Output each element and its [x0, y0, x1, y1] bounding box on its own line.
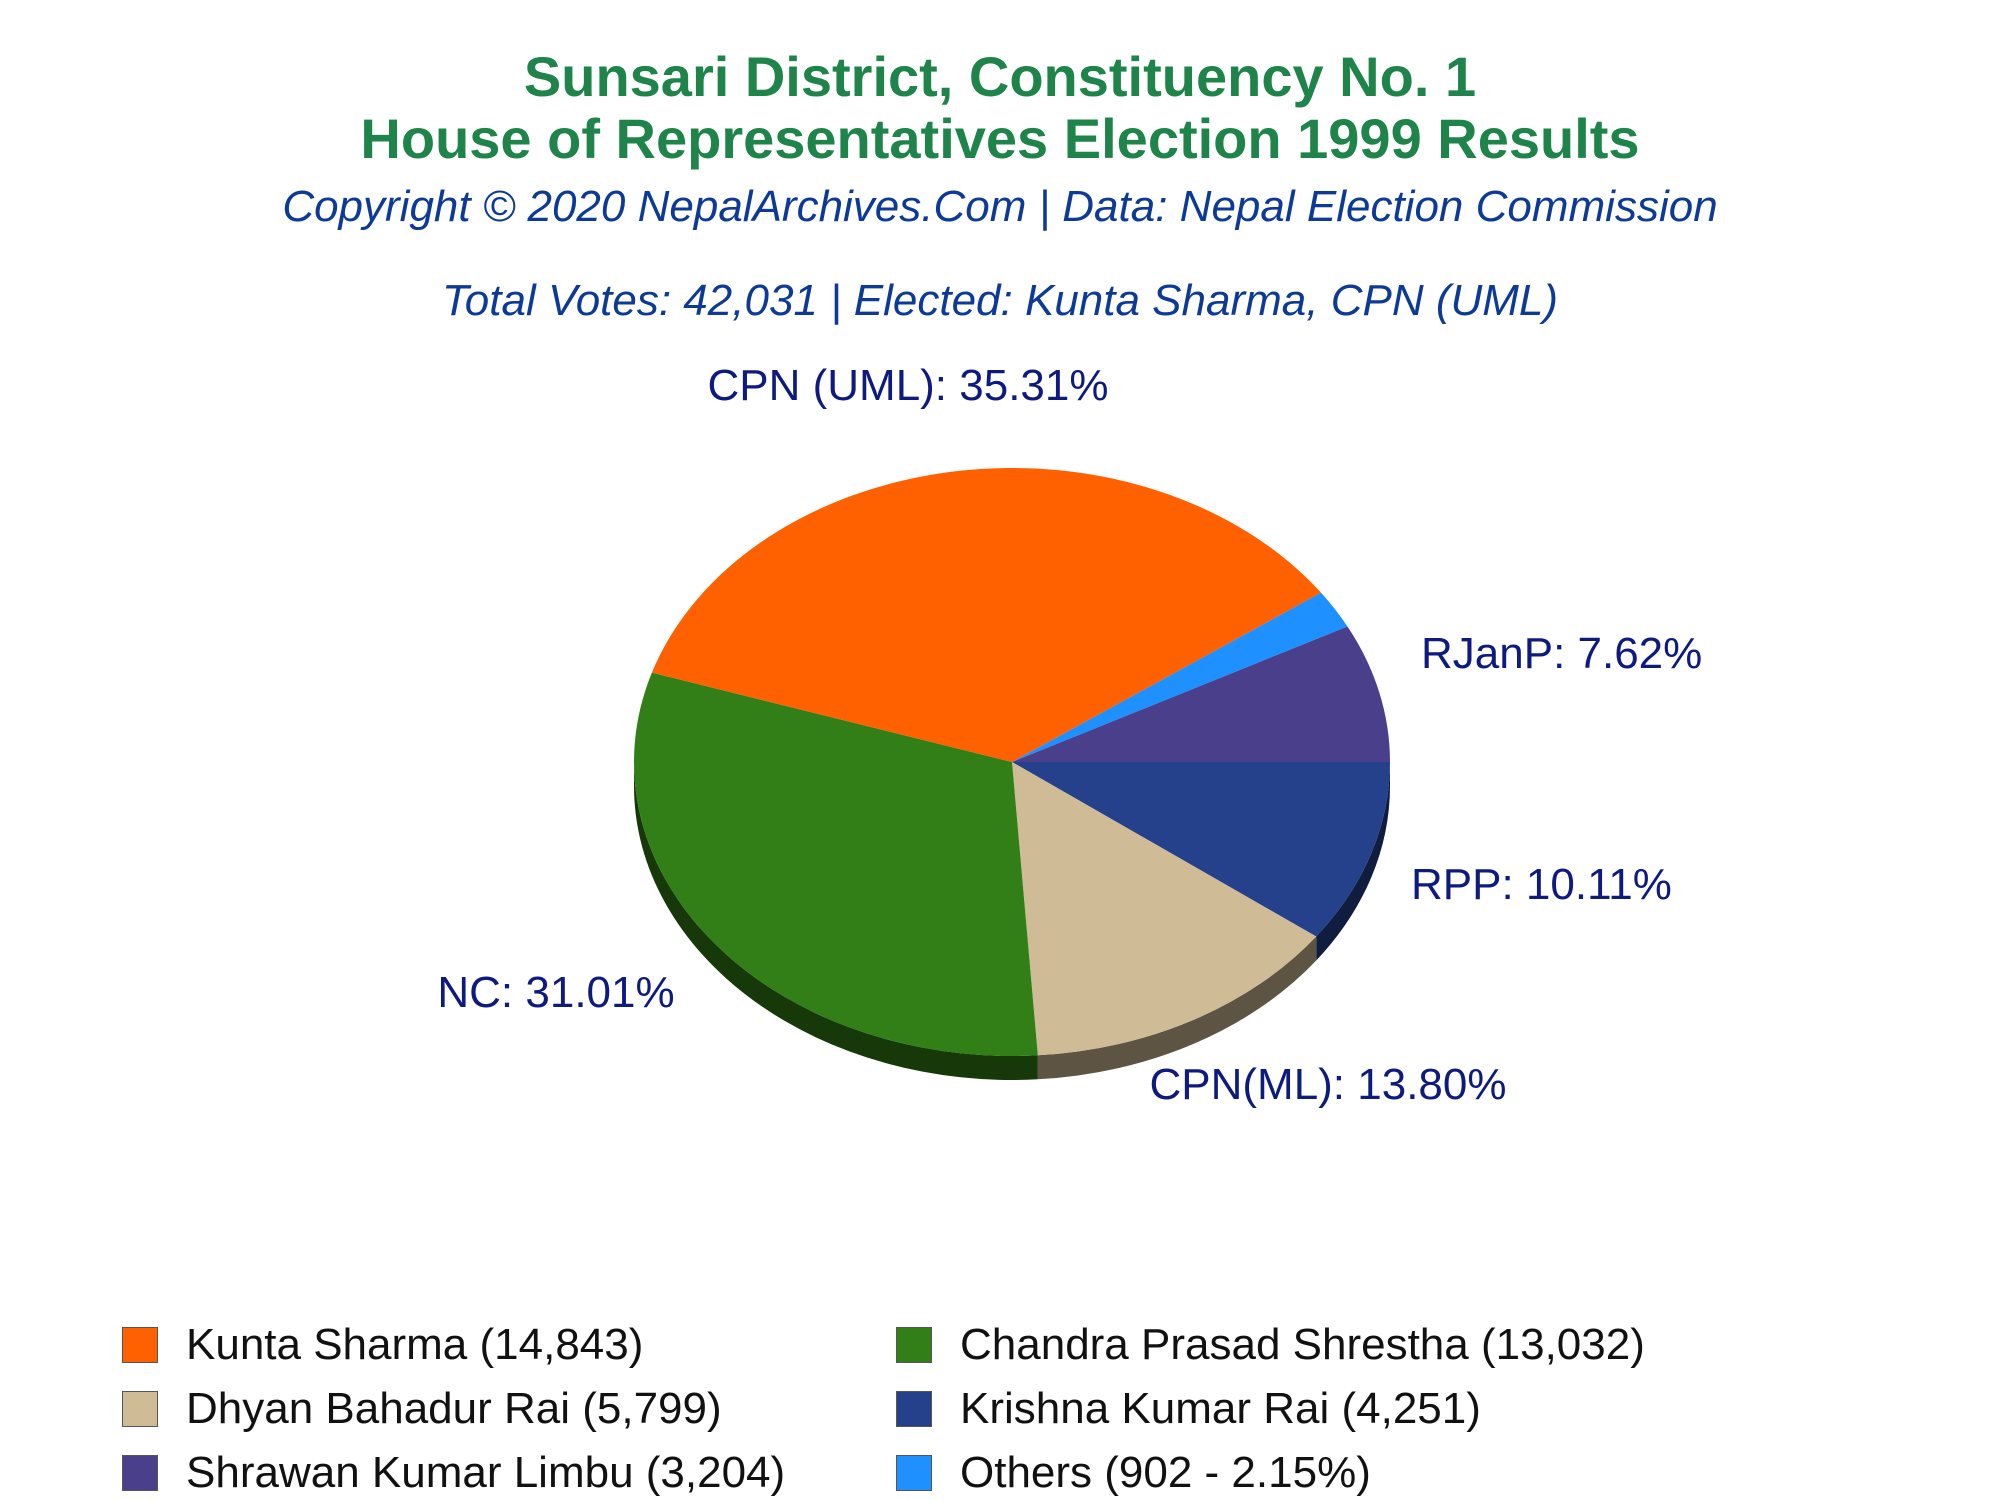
- legend-label: Dhyan Bahadur Rai (5,799): [186, 1384, 722, 1433]
- legend-swatch: [896, 1327, 932, 1363]
- legend-item: Dhyan Bahadur Rai (5,799): [122, 1384, 722, 1434]
- legend-item: Kunta Sharma (14,843): [122, 1320, 643, 1370]
- pie-slice-nc: [634, 672, 1038, 1056]
- legend-swatch: [896, 1455, 932, 1491]
- legend-label: Others (902 - 2.15%): [960, 1448, 1371, 1497]
- chart-title-line1: Sunsari District, Constituency No. 1: [523, 45, 1477, 108]
- slice-label-rjanp: RJanP: 7.62%: [1421, 629, 1702, 678]
- pie-slice-cpn-ml-: [1012, 762, 1317, 1056]
- pie-side-walls: [634, 762, 1390, 1080]
- pie-side-rpp: [1316, 762, 1390, 961]
- legend-label: Kunta Sharma (14,843): [186, 1320, 644, 1369]
- legend-item: Chandra Prasad Shrestha (13,032): [896, 1320, 1645, 1370]
- pie-slice-rpp: [1012, 762, 1390, 937]
- slice-label-rpp: RPP: 10.11%: [1411, 860, 1672, 909]
- legend-item: Krishna Kumar Rai (4,251): [896, 1384, 1481, 1434]
- pie-side-cpn-ml-: [1037, 936, 1317, 1080]
- legend-swatch: [122, 1391, 158, 1427]
- legend-swatch: [122, 1455, 158, 1491]
- legend-swatch: [896, 1391, 932, 1427]
- pie-slice-rjanp: [1012, 626, 1390, 762]
- legend-item: Shrawan Kumar Limbu (3,204): [122, 1448, 785, 1498]
- pie-slice-others: [1012, 592, 1348, 762]
- legend-swatch: [122, 1327, 158, 1363]
- legend-label: Shrawan Kumar Limbu (3,204): [186, 1448, 786, 1497]
- legend-label: Chandra Prasad Shrestha (13,032): [960, 1320, 1645, 1369]
- copyright-text: Copyright © 2020 NepalArchives.Com | Dat…: [282, 182, 1718, 231]
- legend-item: Others (902 - 2.15%): [896, 1448, 1371, 1498]
- slice-label-nc: NC: 31.01%: [437, 968, 674, 1017]
- chart-title-line2: House of Representatives Election 1999 R…: [360, 107, 1640, 170]
- legend-label: Krishna Kumar Rai (4,251): [960, 1384, 1481, 1433]
- slice-label-cpn-uml-: CPN (UML): 35.31%: [707, 361, 1108, 410]
- pie-slice-cpn-uml-: [651, 468, 1322, 762]
- slice-label-cpn-ml-: CPN(ML): 13.80%: [1149, 1060, 1506, 1109]
- summary-text: Total Votes: 42,031 | Elected: Kunta Sha…: [441, 276, 1559, 325]
